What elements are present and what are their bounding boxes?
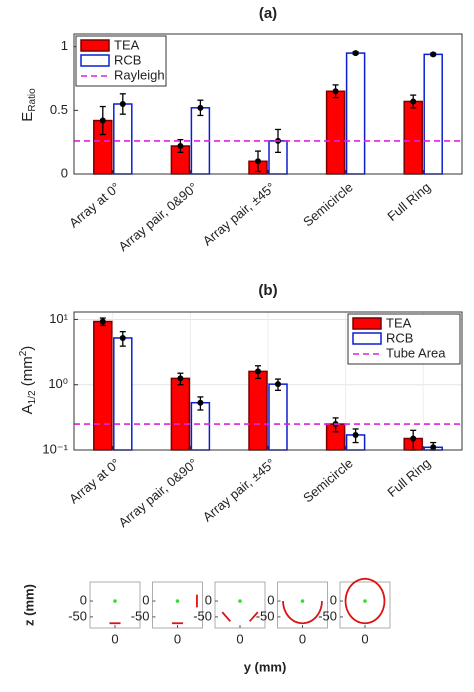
- x-tick-label: Array pair, ±45°: [200, 179, 278, 248]
- x-tick-label: Array pair, ±45°: [200, 455, 278, 524]
- axes-frame: [73, 33, 463, 175]
- panel-frame: [214, 581, 266, 629]
- y-tick-label: 10¹: [49, 311, 68, 326]
- source-point: [363, 599, 367, 603]
- axes-frame: [73, 311, 463, 451]
- mean-marker: [99, 117, 106, 124]
- y-axis-label-part: Ratio: [27, 88, 38, 112]
- y-axis-label: z (mm): [21, 584, 36, 626]
- panel-frame: [339, 581, 391, 629]
- mean-marker: [177, 375, 184, 382]
- y-axis-label-part: 1/2: [27, 390, 38, 404]
- x-tick-label: Semicircle: [300, 179, 356, 229]
- legend-swatch: [352, 317, 382, 330]
- x-tick-label: 0: [111, 631, 118, 646]
- legend-label: TEA: [386, 315, 412, 330]
- legend-label: RCB: [114, 52, 141, 67]
- mean-marker: [197, 104, 204, 111]
- mean-marker: [332, 88, 339, 95]
- y-tick-label: 1: [61, 38, 68, 53]
- y-tick-label: -50: [68, 608, 87, 623]
- y-tick-label: 0: [80, 592, 87, 607]
- mean-marker: [255, 368, 261, 375]
- mean-marker: [177, 143, 184, 149]
- source-point: [238, 599, 242, 603]
- source-point: [175, 599, 180, 603]
- bar: [248, 370, 268, 451]
- y-axis-label-part: A: [19, 404, 36, 414]
- legend-label: RCB: [386, 330, 413, 345]
- mean-marker: [410, 435, 417, 442]
- x-tick-label: Full Ring: [384, 455, 433, 499]
- panel-frame: [89, 581, 141, 629]
- x-tick-label: Array pair, 0&90°: [116, 179, 201, 254]
- legend-label: Tube Area: [386, 345, 446, 360]
- mean-marker: [99, 318, 106, 325]
- x-axis-label: y (mm): [244, 659, 287, 674]
- y-tick-label: 10⁻¹: [42, 441, 68, 456]
- bar: [113, 337, 133, 451]
- y-tick-label: 0: [142, 592, 149, 607]
- y-axis-label: A1/2 (mm2): [18, 346, 38, 415]
- legend-swatch: [80, 54, 110, 67]
- mean-marker: [410, 98, 417, 105]
- bar: [325, 90, 346, 175]
- bar: [423, 53, 443, 175]
- source-point: [113, 599, 117, 603]
- chart-title: (b): [258, 282, 277, 299]
- x-tick-label: Semicircle: [300, 455, 356, 505]
- x-tick-label: Array at 0°: [66, 455, 123, 506]
- mean-marker: [119, 334, 126, 341]
- y-tick-label: 10⁰: [48, 376, 68, 391]
- source-point: [300, 599, 305, 603]
- mean-marker: [197, 399, 204, 406]
- y-axis-label-part: ): [19, 346, 36, 351]
- x-tick-label: 0: [174, 631, 181, 646]
- x-tick-label: Array pair, 0&90°: [116, 455, 201, 530]
- x-tick-label: Array at 0°: [66, 179, 123, 230]
- y-tick-label: 0: [61, 165, 68, 180]
- x-tick-label: 0: [236, 631, 243, 646]
- mean-marker: [430, 51, 437, 58]
- mean-marker: [352, 431, 359, 438]
- mean-marker: [255, 158, 261, 165]
- array-arc: [282, 601, 323, 625]
- y-tick-label: -50: [131, 608, 150, 623]
- mean-marker: [119, 101, 126, 107]
- bar: [403, 100, 423, 175]
- y-tick-label: 0: [330, 592, 337, 607]
- y-tick-label: 0.5: [50, 102, 68, 117]
- x-tick-label: 0: [299, 631, 306, 646]
- array-element: [249, 611, 259, 622]
- y-axis-label-part: 2: [18, 350, 29, 356]
- bar: [268, 383, 288, 451]
- bar: [170, 377, 191, 451]
- x-tick-label: Full Ring: [384, 179, 433, 223]
- legend-swatch: [80, 39, 110, 52]
- y-tick-label: -50: [193, 608, 212, 623]
- legend-label: Rayleigh: [114, 67, 165, 82]
- array-arc: [344, 577, 386, 625]
- mean-marker: [430, 444, 437, 451]
- x-tick-label: 0: [361, 631, 368, 646]
- legend-label: TEA: [114, 37, 140, 52]
- y-axis-label-part: (mm: [19, 356, 36, 390]
- y-tick-label: 0: [267, 592, 274, 607]
- y-tick-label: -50: [256, 608, 275, 623]
- y-axis-label: ERatio: [19, 88, 38, 122]
- y-tick-label: -50: [318, 608, 337, 623]
- y-tick-label: 0: [205, 592, 212, 607]
- mean-marker: [275, 381, 281, 388]
- mean-marker: [352, 50, 359, 57]
- y-axis-label-part: E: [19, 112, 36, 122]
- legend-swatch: [352, 332, 382, 345]
- bar: [345, 52, 366, 175]
- array-element: [221, 611, 231, 622]
- chart-title: (a): [259, 5, 277, 22]
- bar: [93, 320, 113, 451]
